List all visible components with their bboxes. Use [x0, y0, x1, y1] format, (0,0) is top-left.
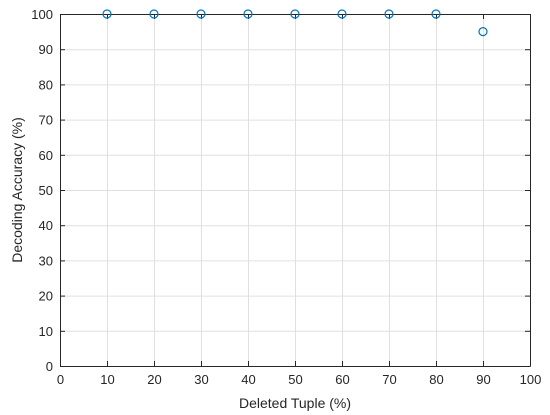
data-point — [337, 9, 347, 19]
y-axis-label: Decoding Accuracy (%) — [9, 117, 25, 263]
y-tick-label: 90 — [39, 42, 53, 57]
data-point — [243, 9, 253, 19]
y-tick-label: 30 — [39, 253, 53, 268]
data-point — [149, 9, 159, 19]
x-tick-label: 40 — [241, 372, 255, 387]
x-tick-label: 0 — [57, 372, 64, 387]
y-tick-label: 70 — [39, 113, 53, 128]
x-axis-label: Deleted Tuple (%) — [239, 395, 351, 411]
x-tick-label: 30 — [194, 372, 208, 387]
y-tick-label: 20 — [39, 289, 53, 304]
y-tick-label: 0 — [46, 359, 53, 374]
ticks: 0 10 20 30 40 50 60 70 80 90 100 0 10 20 30 40 50 60 70 80 9… — [31, 7, 541, 387]
y-tick-label: 10 — [39, 324, 53, 339]
data-point — [384, 9, 394, 19]
x-tick-label: 70 — [382, 372, 396, 387]
y-tick-label: 50 — [39, 183, 53, 198]
x-tick-label: 50 — [288, 372, 302, 387]
y-tick-label: 80 — [39, 77, 53, 92]
x-tick-label: 80 — [429, 372, 443, 387]
x-tick-label: 60 — [335, 372, 349, 387]
y-tick-label: 100 — [31, 7, 53, 22]
data-point — [290, 9, 300, 19]
data-point — [102, 9, 112, 19]
x-tick-label: 90 — [476, 372, 490, 387]
data-point — [196, 9, 206, 19]
data-points — [102, 9, 488, 37]
x-tick-label: 100 — [520, 372, 542, 387]
data-point — [478, 27, 488, 37]
y-tick-label: 60 — [39, 148, 53, 163]
y-tick-label: 40 — [39, 218, 53, 233]
x-tick-label: 20 — [147, 372, 161, 387]
x-tick-label: 10 — [100, 372, 114, 387]
data-point — [431, 9, 441, 19]
